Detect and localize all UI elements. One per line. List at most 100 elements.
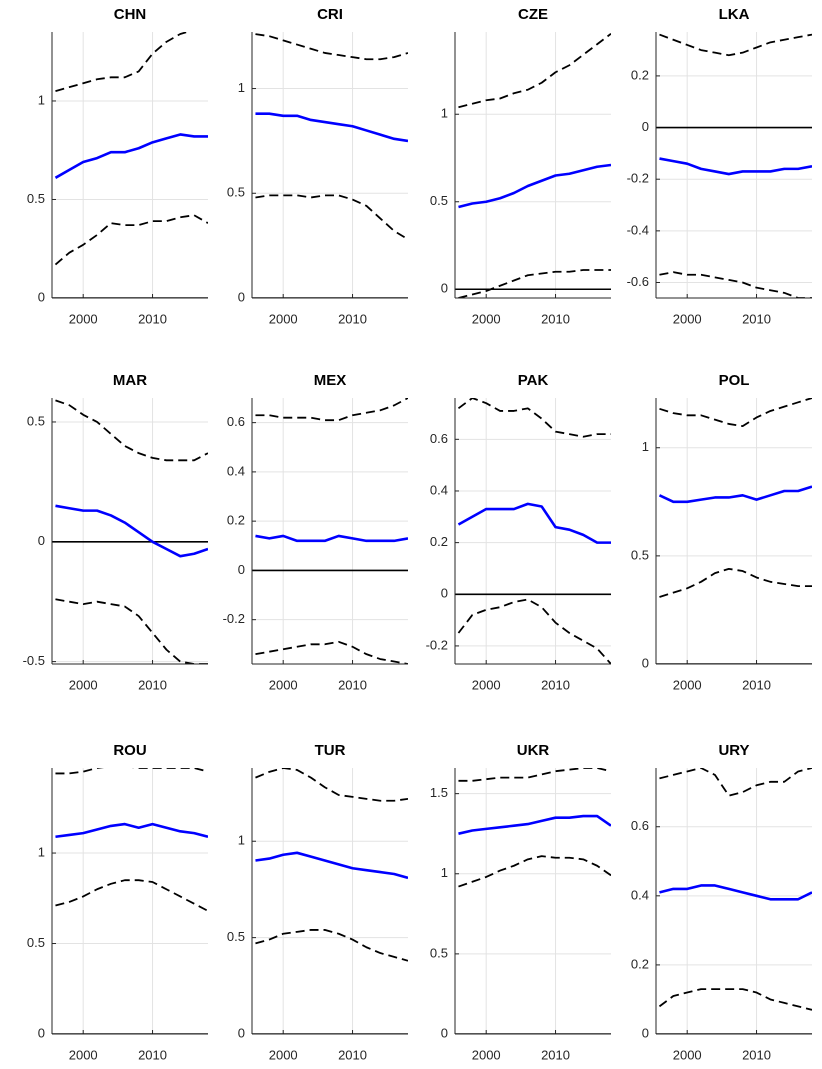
panel: UKR 0 0.5 1 1.5 2000 2010: [430, 742, 611, 1062]
y-tick-label: 0.5: [631, 547, 649, 562]
panel-title: TUR: [315, 742, 346, 759]
bound-line: [255, 640, 408, 664]
y-tick-label: 0: [441, 586, 448, 601]
bound-line: [659, 567, 812, 598]
x-tick-label: 2000: [472, 1047, 501, 1062]
bound-line: [255, 929, 408, 962]
y-tick-label: 1: [38, 844, 45, 859]
plot-area: [455, 768, 611, 1034]
y-tick-label: 0.2: [430, 534, 448, 549]
panel: CHN 0 0.5 1 2000 2010: [27, 6, 208, 326]
x-tick-label: 2010: [338, 1047, 367, 1062]
bound-line: [255, 398, 408, 422]
plot-area: [455, 398, 611, 664]
bound-line: [458, 269, 611, 298]
panel-title: PAK: [518, 372, 549, 389]
y-tick-label: 0: [238, 562, 245, 577]
y-tick-label: 1: [642, 439, 649, 454]
estimate-line: [55, 822, 208, 839]
panel-title: POL: [719, 372, 750, 389]
panel: POL 0 0.5 1 2000 2010: [631, 372, 812, 692]
y-tick-label: 1: [238, 833, 245, 848]
y-tick-label: -0.5: [23, 653, 45, 668]
bound-line: [458, 33, 611, 109]
y-tick-label: 0.4: [631, 887, 649, 902]
x-tick-label: 2000: [673, 677, 702, 692]
y-tick-label: -0.4: [627, 222, 649, 237]
panel: LKA -0.6 -0.4 -0.2 0 0.2 2000 2010: [627, 6, 812, 326]
y-tick-label: 0: [38, 533, 45, 548]
y-tick-label: 0.5: [27, 935, 45, 950]
x-tick-label: 2010: [138, 1047, 167, 1062]
panel-title: MAR: [113, 372, 147, 389]
plot-area: [252, 33, 408, 298]
bound-line: [255, 33, 408, 61]
estimate-line: [255, 851, 408, 880]
x-tick-label: 2010: [541, 311, 570, 326]
y-tick-label: 0.5: [227, 929, 245, 944]
estimate-line: [255, 112, 408, 143]
panel: PAK -0.2 0 0.2 0.4 0.6 2000 2010: [426, 372, 611, 692]
x-tick-label: 2000: [472, 677, 501, 692]
estimate-line: [55, 504, 208, 558]
x-tick-label: 2000: [269, 1047, 298, 1062]
y-tick-label: 0: [642, 119, 649, 134]
x-tick-label: 2010: [742, 677, 771, 692]
x-tick-label: 2010: [541, 1047, 570, 1062]
y-tick-label: 0: [238, 289, 245, 304]
x-tick-label: 2010: [338, 311, 367, 326]
bound-line: [658, 988, 812, 1011]
y-tick-label: 0.5: [27, 413, 45, 428]
y-tick-label: 0: [38, 289, 45, 304]
y-tick-label: 0.5: [430, 193, 448, 208]
bound-line: [659, 768, 812, 797]
estimate-line: [659, 884, 812, 901]
y-tick-label: 0.4: [227, 463, 245, 478]
y-tick-label: 1: [38, 92, 45, 107]
panel: MEX -0.2 0 0.2 0.4 0.6 2000 2010: [223, 372, 408, 692]
panel: CRI 0 0.5 1 2000 2010: [227, 6, 408, 326]
y-tick-label: 0: [642, 1025, 649, 1040]
bound-line: [55, 768, 208, 775]
bound-line: [457, 598, 611, 664]
y-tick-label: 0.6: [430, 431, 448, 446]
panel-title: CRI: [317, 6, 343, 23]
estimate-line: [457, 502, 611, 544]
plot-area: [52, 768, 208, 1034]
panel-title: URY: [718, 742, 749, 759]
x-tick-label: 2000: [69, 677, 98, 692]
y-tick-label: 0.2: [227, 513, 245, 528]
panel-title: MEX: [314, 372, 347, 389]
bound-line: [659, 33, 812, 57]
bound-line: [55, 399, 208, 462]
x-tick-label: 2000: [673, 311, 702, 326]
panel-title: CZE: [518, 6, 548, 23]
bound-line: [54, 214, 208, 266]
bound-line: [457, 398, 611, 438]
plot-area: [656, 768, 812, 1034]
x-tick-label: 2000: [69, 311, 98, 326]
x-tick-label: 2000: [673, 1047, 702, 1062]
bound-line: [458, 855, 611, 888]
bound-line: [255, 194, 408, 241]
plot-area: [252, 398, 408, 664]
y-tick-label: 1: [441, 865, 448, 880]
y-tick-label: 0.5: [430, 945, 448, 960]
panel: TUR 0 0.5 1 2000 2010: [227, 742, 408, 1062]
panel-title: CHN: [114, 6, 147, 23]
panel: URY 0 0.2 0.4 0.6 2000 2010: [631, 742, 812, 1062]
bound-line: [55, 32, 191, 92]
y-tick-label: 1.5: [430, 785, 448, 800]
x-tick-label: 2000: [269, 677, 298, 692]
y-tick-label: -0.2: [426, 637, 448, 652]
y-tick-label: 1: [238, 80, 245, 95]
x-tick-label: 2010: [742, 311, 771, 326]
y-tick-label: 0.5: [227, 185, 245, 200]
plot-area: [656, 33, 812, 298]
x-tick-label: 2010: [138, 311, 167, 326]
x-tick-label: 2000: [69, 1047, 98, 1062]
x-tick-label: 2010: [742, 1047, 771, 1062]
estimate-line: [658, 485, 812, 504]
panel-title: UKR: [517, 742, 550, 759]
